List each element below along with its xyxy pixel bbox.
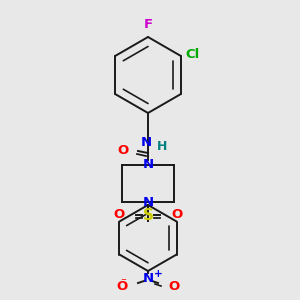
Text: O: O — [114, 208, 125, 221]
Text: ⁻: ⁻ — [120, 277, 126, 287]
Text: O: O — [168, 280, 179, 293]
Text: O: O — [118, 145, 129, 158]
Text: O: O — [117, 280, 128, 293]
Text: F: F — [143, 18, 153, 31]
Text: N: N — [140, 136, 152, 149]
Text: O: O — [171, 208, 182, 221]
Text: Cl: Cl — [185, 47, 199, 61]
Text: S: S — [142, 208, 154, 223]
Text: H: H — [157, 140, 167, 152]
Text: N: N — [142, 272, 154, 284]
Text: N: N — [142, 196, 154, 208]
Text: +: + — [154, 269, 163, 279]
Text: N: N — [142, 158, 154, 172]
